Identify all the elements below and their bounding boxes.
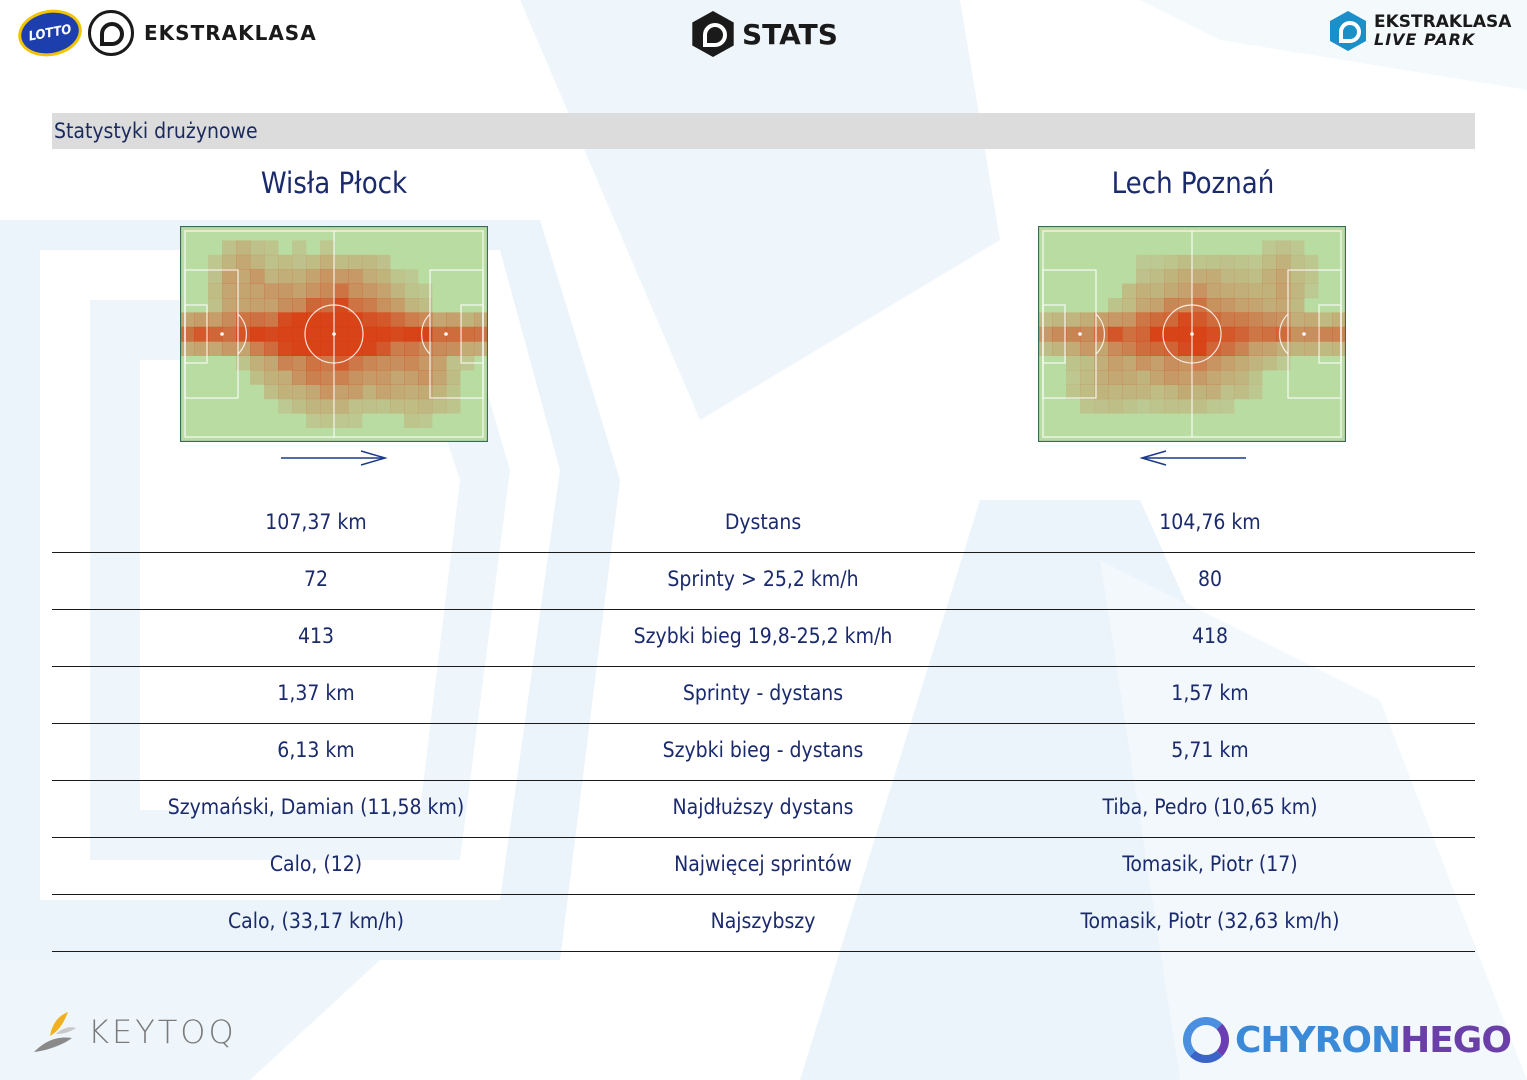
home-value: 107,37 km [265, 510, 367, 534]
away-value: 1,57 km [1171, 681, 1249, 705]
e-hexagon-icon [692, 11, 734, 57]
chyron-text: CHYRON [1235, 1019, 1401, 1061]
stats-row: Calo, (12) Najwięcej sprintów Tomasik, Pio… [52, 838, 1475, 895]
stats-brand-text: STATS [742, 17, 838, 51]
ekstraklasa-ball-icon [88, 10, 134, 56]
away-value: 104,76 km [1159, 510, 1261, 534]
away-value: 80 [1197, 567, 1223, 591]
stats-row: Szymański, Damian (11,58 km) Najdłuższy d… [52, 781, 1475, 838]
away-value: Tomasik, Piotr (17) [1122, 852, 1298, 876]
live-park-line2: LIVE PARK [1374, 30, 1476, 49]
stats-row: Calo, (33,17 km/h) Najszybszy Tomasik, Pio… [52, 895, 1475, 952]
live-park-line1: EKSTRAKLASA [1374, 12, 1512, 32]
away-attack-direction-arrow-icon [1139, 450, 1246, 466]
e-stats-logo: STATS [690, 10, 838, 58]
lotto-logo-icon: LOTTO [14, 4, 86, 62]
keytoq-bird-icon [34, 1012, 76, 1052]
away-heatmap-pitch [1038, 226, 1346, 442]
home-team-name: Wisła Płock [260, 166, 408, 200]
stat-label: Szybki bieg - dystans [662, 738, 864, 762]
keytoq-logo: KEYTOQ [28, 1006, 237, 1058]
stats-row: 413 Szybki bieg 19,8-25,2 km/h 418 [52, 610, 1475, 667]
section-header-bar: Statystyki drużynowe [52, 113, 1475, 149]
away-team-name: Lech Poznań [1111, 166, 1275, 200]
stats-row: 72 Sprinty > 25,2 km/h 80 [52, 553, 1475, 610]
stats-table: 107,37 km Dystans 104,76 km 72 Sprinty > 25,… [52, 496, 1475, 952]
away-value: Tomasik, Piotr (32,63 km/h) [1080, 909, 1340, 933]
stat-label: Sprinty - dystans [682, 681, 844, 705]
chyronhego-logo: CHYRONHEGO [1183, 1017, 1512, 1063]
stat-label: Dystans [724, 510, 802, 534]
section-title: Statystyki drużynowe [54, 119, 258, 143]
home-value: 6,13 km [277, 738, 355, 762]
live-park-logo: EKSTRAKLASA LIVE PARK [1328, 8, 1511, 54]
stats-row: 6,13 km Szybki bieg - dystans 5,71 km [52, 724, 1475, 781]
away-value: 5,71 km [1171, 738, 1249, 762]
home-value: 413 [297, 624, 335, 648]
stats-row: 1,37 km Sprinty - dystans 1,57 km [52, 667, 1475, 724]
stat-label: Szybki bieg 19,8-25,2 km/h [633, 624, 893, 648]
stats-row: 107,37 km Dystans 104,76 km [52, 496, 1475, 553]
live-park-hexagon-icon [1330, 11, 1366, 51]
home-value: Calo, (33,17 km/h) [227, 909, 405, 933]
home-value: 72 [303, 567, 329, 591]
home-value: 1,37 km [277, 681, 355, 705]
home-heatmap-pitch [180, 226, 488, 442]
stat-label: Najwięcej sprintów [674, 852, 852, 876]
away-value: Tiba, Pedro (10,65 km) [1102, 795, 1318, 819]
home-value: Szymański, Damian (11,58 km) [167, 795, 465, 819]
left-brand-text: EKSTRAKLASA [144, 21, 317, 45]
away-value: 418 [1191, 624, 1229, 648]
hego-text: HEGO [1400, 1019, 1512, 1061]
home-attack-direction-arrow-icon [281, 450, 388, 466]
ekstraklasa-logo: LOTTO EKSTRAKLASA [14, 4, 317, 62]
keytoq-text: KEYTOQ [88, 1013, 237, 1051]
stat-label: Sprinty > 25,2 km/h [667, 567, 859, 591]
stat-label: Najdłuższy dystans [672, 795, 854, 819]
stat-label: Najszybszy [710, 909, 816, 933]
home-value: Calo, (12) [269, 852, 363, 876]
chyronhego-ring-icon [1183, 1017, 1229, 1063]
